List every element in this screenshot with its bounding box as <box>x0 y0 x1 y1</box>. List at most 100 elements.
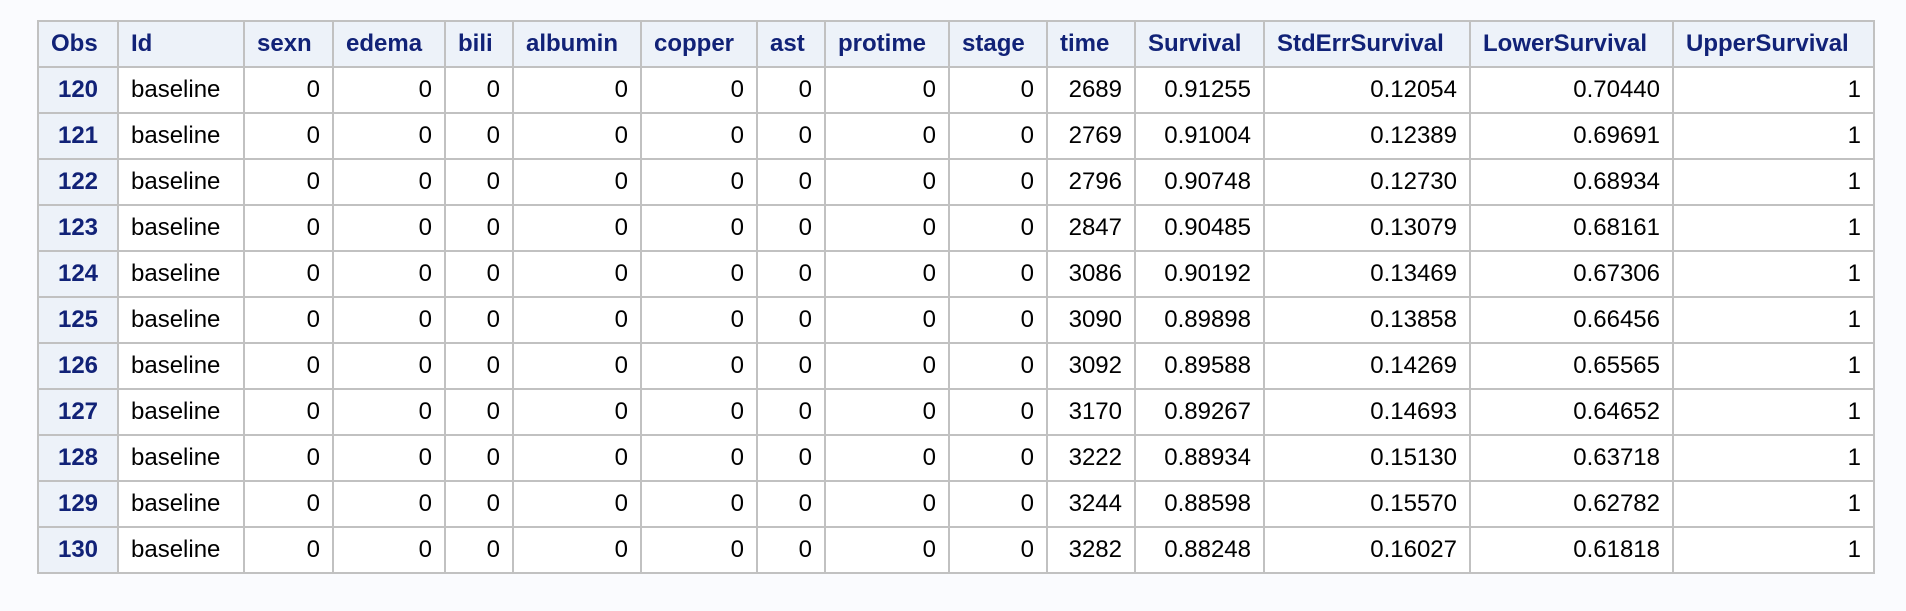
cell-stage: 0 <box>948 158 1048 206</box>
cell-stage: 0 <box>948 66 1048 114</box>
row-obs-number: 129 <box>37 480 119 528</box>
cell-lowersurvival: 0.66456 <box>1469 296 1674 344</box>
cell-time: 2689 <box>1046 66 1136 114</box>
cell-edema: 0 <box>332 250 446 298</box>
cell-id: baseline <box>117 112 245 160</box>
row-obs-number: 128 <box>37 434 119 482</box>
table-row: 122 baseline 0 0 0 0 0 0 0 0 2796 0.90748 0.12730 0.6… <box>37 158 1875 206</box>
cell-protime: 0 <box>824 342 950 390</box>
cell-survival: 0.89898 <box>1134 296 1265 344</box>
cell-edema: 0 <box>332 388 446 436</box>
cell-time: 3282 <box>1046 526 1136 574</box>
cell-stderrsurvival: 0.12389 <box>1263 112 1471 160</box>
cell-ast: 0 <box>756 342 826 390</box>
cell-copper: 0 <box>640 388 758 436</box>
cell-uppersurvival: 1 <box>1672 388 1875 436</box>
cell-protime: 0 <box>824 66 950 114</box>
column-header-albumin: albumin <box>512 20 642 68</box>
cell-sexn: 0 <box>243 112 334 160</box>
cell-albumin: 0 <box>512 388 642 436</box>
cell-lowersurvival: 0.63718 <box>1469 434 1674 482</box>
cell-survival: 0.89588 <box>1134 342 1265 390</box>
cell-id: baseline <box>117 296 245 344</box>
cell-uppersurvival: 1 <box>1672 158 1875 206</box>
cell-survival: 0.88598 <box>1134 480 1265 528</box>
cell-uppersurvival: 1 <box>1672 112 1875 160</box>
cell-sexn: 0 <box>243 434 334 482</box>
cell-albumin: 0 <box>512 526 642 574</box>
cell-copper: 0 <box>640 480 758 528</box>
cell-bili: 0 <box>444 480 514 528</box>
cell-ast: 0 <box>756 526 826 574</box>
row-obs-number: 120 <box>37 66 119 114</box>
cell-sexn: 0 <box>243 526 334 574</box>
column-header-stage: stage <box>948 20 1048 68</box>
table-row: 127 baseline 0 0 0 0 0 0 0 0 3170 0.89267 0.14693 0.6… <box>37 388 1875 436</box>
cell-copper: 0 <box>640 250 758 298</box>
cell-edema: 0 <box>332 112 446 160</box>
cell-sexn: 0 <box>243 480 334 528</box>
cell-uppersurvival: 1 <box>1672 204 1875 252</box>
cell-sexn: 0 <box>243 66 334 114</box>
column-header-protime: protime <box>824 20 950 68</box>
cell-bili: 0 <box>444 158 514 206</box>
cell-edema: 0 <box>332 204 446 252</box>
cell-albumin: 0 <box>512 480 642 528</box>
cell-survival: 0.88934 <box>1134 434 1265 482</box>
cell-sexn: 0 <box>243 250 334 298</box>
row-obs-number: 130 <box>37 526 119 574</box>
cell-stderrsurvival: 0.15130 <box>1263 434 1471 482</box>
table-body: 120 baseline 0 0 0 0 0 0 0 0 2689 0.91255 0.12054 0.7… <box>37 66 1875 574</box>
cell-albumin: 0 <box>512 204 642 252</box>
cell-protime: 0 <box>824 296 950 344</box>
cell-stderrsurvival: 0.13469 <box>1263 250 1471 298</box>
cell-edema: 0 <box>332 480 446 528</box>
column-header-sexn: sexn <box>243 20 334 68</box>
row-obs-number: 122 <box>37 158 119 206</box>
column-header-ast: ast <box>756 20 826 68</box>
cell-albumin: 0 <box>512 158 642 206</box>
row-obs-number: 124 <box>37 250 119 298</box>
cell-time: 3170 <box>1046 388 1136 436</box>
cell-uppersurvival: 1 <box>1672 296 1875 344</box>
cell-stderrsurvival: 0.15570 <box>1263 480 1471 528</box>
cell-id: baseline <box>117 480 245 528</box>
cell-ast: 0 <box>756 250 826 298</box>
cell-copper: 0 <box>640 66 758 114</box>
table-header: Obs Id sexn edema bili albumin copper ast protim… <box>37 20 1875 68</box>
cell-sexn: 0 <box>243 158 334 206</box>
cell-lowersurvival: 0.68934 <box>1469 158 1674 206</box>
column-header-stderrsurvival: StdErrSurvival <box>1263 20 1471 68</box>
cell-stage: 0 <box>948 342 1048 390</box>
column-header-obs: Obs <box>37 20 119 68</box>
table-row: 124 baseline 0 0 0 0 0 0 0 0 3086 0.90192 0.13469 0.6… <box>37 250 1875 298</box>
cell-albumin: 0 <box>512 250 642 298</box>
cell-bili: 0 <box>444 204 514 252</box>
cell-time: 3086 <box>1046 250 1136 298</box>
column-header-uppersurvival: UpperSurvival <box>1672 20 1875 68</box>
cell-ast: 0 <box>756 296 826 344</box>
cell-id: baseline <box>117 204 245 252</box>
cell-uppersurvival: 1 <box>1672 526 1875 574</box>
cell-sexn: 0 <box>243 204 334 252</box>
column-header-id: Id <box>117 20 245 68</box>
cell-bili: 0 <box>444 434 514 482</box>
cell-ast: 0 <box>756 388 826 436</box>
cell-stage: 0 <box>948 112 1048 160</box>
cell-stderrsurvival: 0.14269 <box>1263 342 1471 390</box>
cell-copper: 0 <box>640 342 758 390</box>
table-row: 130 baseline 0 0 0 0 0 0 0 0 3282 0.88248 0.16027 0.6… <box>37 526 1875 574</box>
cell-bili: 0 <box>444 112 514 160</box>
cell-lowersurvival: 0.70440 <box>1469 66 1674 114</box>
cell-id: baseline <box>117 158 245 206</box>
cell-copper: 0 <box>640 526 758 574</box>
cell-lowersurvival: 0.61818 <box>1469 526 1674 574</box>
cell-stage: 0 <box>948 250 1048 298</box>
cell-id: baseline <box>117 66 245 114</box>
cell-protime: 0 <box>824 388 950 436</box>
cell-stage: 0 <box>948 388 1048 436</box>
column-header-lowersurvival: LowerSurvival <box>1469 20 1674 68</box>
cell-copper: 0 <box>640 204 758 252</box>
cell-protime: 0 <box>824 434 950 482</box>
cell-copper: 0 <box>640 296 758 344</box>
